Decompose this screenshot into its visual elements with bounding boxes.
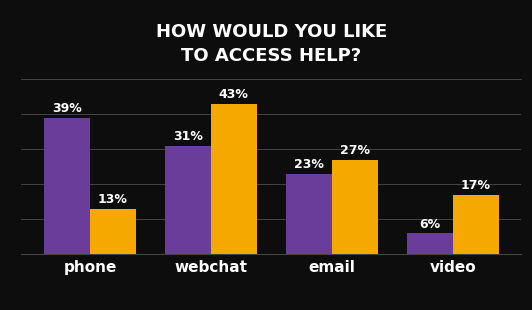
Bar — [407, 233, 453, 254]
Bar — [332, 160, 378, 254]
Bar — [90, 209, 136, 254]
Legend: over 25, under 25: over 25, under 25 — [194, 309, 349, 310]
Text: 31%: 31% — [173, 130, 203, 143]
Text: 23%: 23% — [294, 158, 324, 171]
Text: 39%: 39% — [52, 102, 82, 115]
Text: 13%: 13% — [98, 193, 128, 206]
Text: 43%: 43% — [219, 88, 249, 101]
Text: HOW WOULD YOU LIKE
TO ACCESS HELP?: HOW WOULD YOU LIKE TO ACCESS HELP? — [156, 24, 387, 65]
Bar — [44, 118, 90, 254]
Bar — [453, 195, 498, 254]
Text: 6%: 6% — [419, 218, 440, 231]
Bar — [165, 146, 211, 254]
Text: 27%: 27% — [340, 144, 370, 157]
Bar — [286, 174, 332, 254]
Text: 17%: 17% — [461, 179, 491, 192]
Bar — [211, 104, 257, 254]
